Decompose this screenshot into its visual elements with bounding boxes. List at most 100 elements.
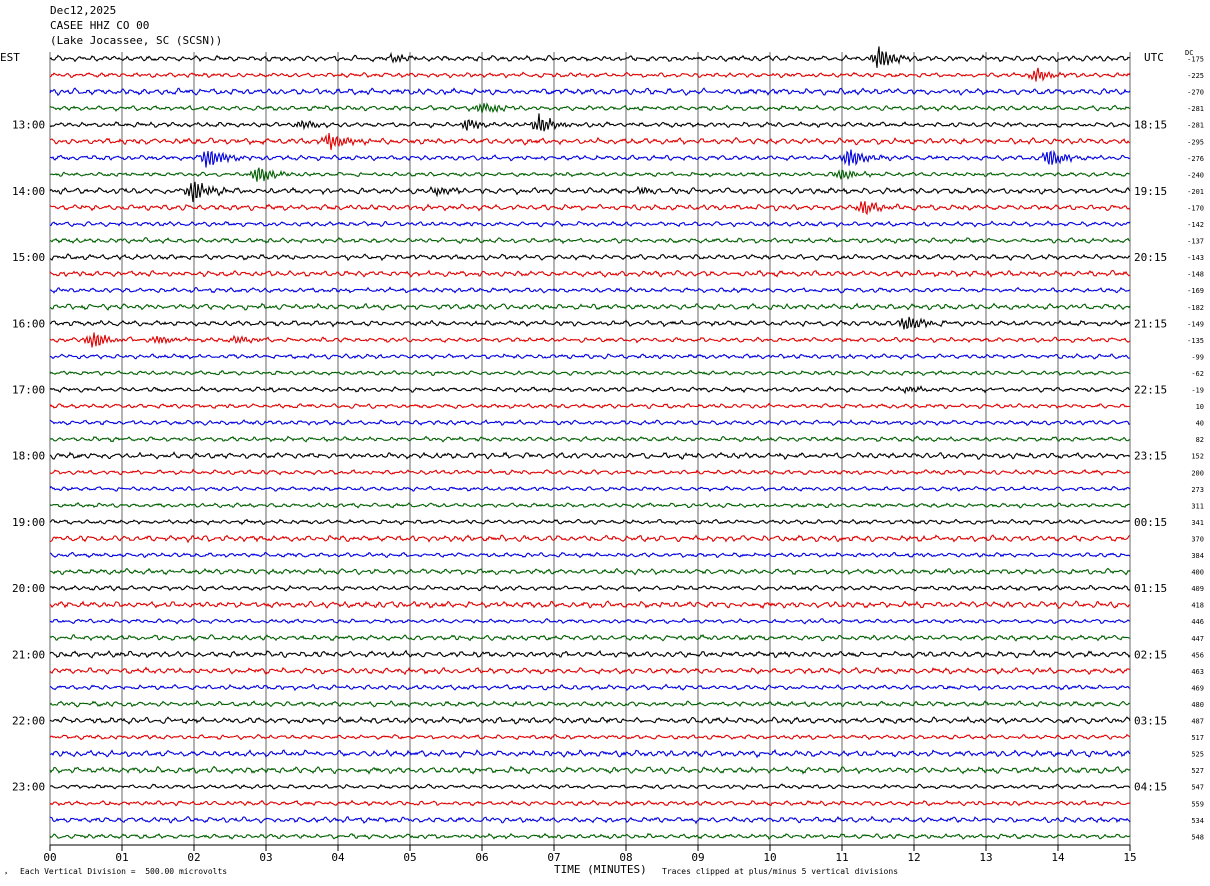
x-tick-label-13: 13 — [979, 851, 992, 864]
dc-offset-label-6: -276 — [1187, 155, 1204, 163]
trace-26 — [49, 485, 1131, 493]
dc-offset-label-8: -201 — [1187, 188, 1204, 196]
dc-offset-label-15: -182 — [1187, 304, 1204, 312]
dc-offset-label-38: 469 — [1191, 684, 1204, 692]
date-label: Dec12,2025 — [50, 4, 117, 17]
corner-mark-icon: ⸗ — [4, 869, 9, 877]
dc-offset-label-25: 200 — [1191, 469, 1204, 477]
trace-29 — [49, 534, 1131, 544]
right-hour-label-21:15: 21:15 — [1134, 317, 1167, 330]
trace-9 — [49, 201, 1131, 216]
trace-43 — [49, 765, 1131, 775]
dc-offset-label-36: 456 — [1191, 651, 1204, 659]
dc-offset-label-42: 525 — [1191, 751, 1204, 759]
dc-offset-label-26: 273 — [1191, 486, 1204, 494]
dc-offset-label-28: 341 — [1191, 519, 1204, 527]
dc-offset-label-31: 400 — [1191, 569, 1204, 577]
dc-offset-label-46: 534 — [1191, 817, 1204, 825]
dc-offset-label-35: 447 — [1191, 635, 1204, 643]
trace-38 — [49, 683, 1131, 692]
trace-32 — [49, 584, 1131, 592]
trace-25 — [49, 468, 1131, 476]
dc-offset-label-40: 487 — [1191, 718, 1204, 726]
right-hour-label-01:15: 01:15 — [1134, 582, 1167, 595]
trace-20 — [49, 385, 1131, 395]
x-tick-label-02: 02 — [187, 851, 200, 864]
trace-34 — [49, 617, 1131, 625]
dc-offset-label-0: -175 — [1187, 56, 1204, 64]
trace-40 — [49, 715, 1131, 725]
right-hour-label-00:15: 00:15 — [1134, 516, 1167, 529]
dc-offset-label-4: -281 — [1187, 122, 1204, 130]
left-hour-label-14:00: 14:00 — [12, 185, 45, 198]
location-label: (Lake Jocassee, SC (SCSN)) — [50, 34, 223, 47]
trace-30 — [49, 551, 1131, 559]
clip-note: Traces clipped at plus/minus 5 vertical … — [662, 867, 899, 876]
left-hour-label-19:00: 19:00 — [12, 516, 45, 529]
dc-offset-label-34: 446 — [1191, 618, 1204, 626]
left-hour-label-23:00: 23:00 — [12, 781, 45, 794]
left-timezone-label: EST — [0, 51, 20, 64]
right-hour-label-03:15: 03:15 — [1134, 715, 1167, 728]
trace-35 — [49, 634, 1131, 642]
dc-offset-label-17: -135 — [1187, 337, 1204, 345]
left-hour-label-15:00: 15:00 — [12, 251, 45, 264]
scale-note: Each Vertical Division = 500.00 microvol… — [20, 867, 228, 876]
x-tick-label-04: 04 — [331, 851, 345, 864]
dc-offset-label-12: -143 — [1187, 254, 1204, 262]
trace-7 — [49, 167, 1131, 182]
x-axis-label: TIME (MINUTES) — [554, 863, 647, 876]
trace-41 — [49, 733, 1131, 741]
trace-39 — [49, 700, 1131, 708]
dc-offset-label-29: 370 — [1191, 535, 1204, 543]
dc-offset-label-23: 82 — [1196, 436, 1204, 444]
trace-46 — [49, 815, 1131, 825]
dc-offset-label-44: 547 — [1191, 784, 1204, 792]
dc-offset-label-20: -19 — [1191, 387, 1204, 395]
trace-45 — [49, 799, 1131, 807]
trace-36 — [49, 649, 1131, 659]
dc-offset-label-13: -148 — [1187, 271, 1204, 279]
x-tick-label-10: 10 — [763, 851, 776, 864]
right-hour-label-18:15: 18:15 — [1134, 119, 1167, 132]
right-hour-label-19:15: 19:15 — [1134, 185, 1167, 198]
dc-offset-label-19: -62 — [1191, 370, 1204, 378]
x-tick-label-09: 09 — [691, 851, 704, 864]
dc-offset-label-22: 40 — [1196, 420, 1204, 428]
trace-11 — [49, 236, 1131, 245]
dc-offset-label-11: -137 — [1187, 238, 1204, 246]
trace-28 — [49, 518, 1131, 526]
trace-12 — [49, 253, 1131, 262]
x-tick-label-07: 07 — [547, 851, 560, 864]
trace-42 — [49, 748, 1131, 759]
x-tick-label-08: 08 — [619, 851, 632, 864]
dc-offset-label-10: -142 — [1187, 221, 1204, 229]
trace-8 — [49, 181, 1131, 203]
left-hour-label-22:00: 22:00 — [12, 715, 45, 728]
trace-3 — [49, 102, 1131, 114]
dc-offset-label-43: 527 — [1191, 767, 1204, 775]
left-hour-label-17:00: 17:00 — [12, 384, 45, 397]
trace-18 — [49, 353, 1131, 360]
dc-offset-label-41: 517 — [1191, 734, 1204, 742]
right-hour-label-23:15: 23:15 — [1134, 450, 1167, 463]
dc-offset-label-9: -170 — [1187, 204, 1204, 212]
x-tick-label-01: 01 — [115, 851, 128, 864]
trace-31 — [49, 567, 1131, 576]
trace-23 — [49, 435, 1131, 443]
dc-offset-label-37: 463 — [1191, 668, 1204, 676]
x-tick-label-15: 15 — [1123, 851, 1136, 864]
dc-offset-label-7: -240 — [1187, 171, 1204, 179]
trace-47 — [49, 832, 1131, 840]
dc-offset-label-32: 409 — [1191, 585, 1204, 593]
trace-16 — [49, 316, 1131, 330]
dc-offset-label-27: 311 — [1191, 502, 1204, 510]
trace-15 — [49, 302, 1131, 311]
trace-1 — [49, 67, 1131, 82]
x-tick-label-14: 14 — [1051, 851, 1065, 864]
trace-19 — [49, 369, 1131, 376]
dc-offset-label-14: -169 — [1187, 287, 1204, 295]
x-tick-label-11: 11 — [835, 851, 848, 864]
trace-22 — [49, 419, 1131, 426]
dc-offset-label-5: -295 — [1187, 138, 1204, 146]
